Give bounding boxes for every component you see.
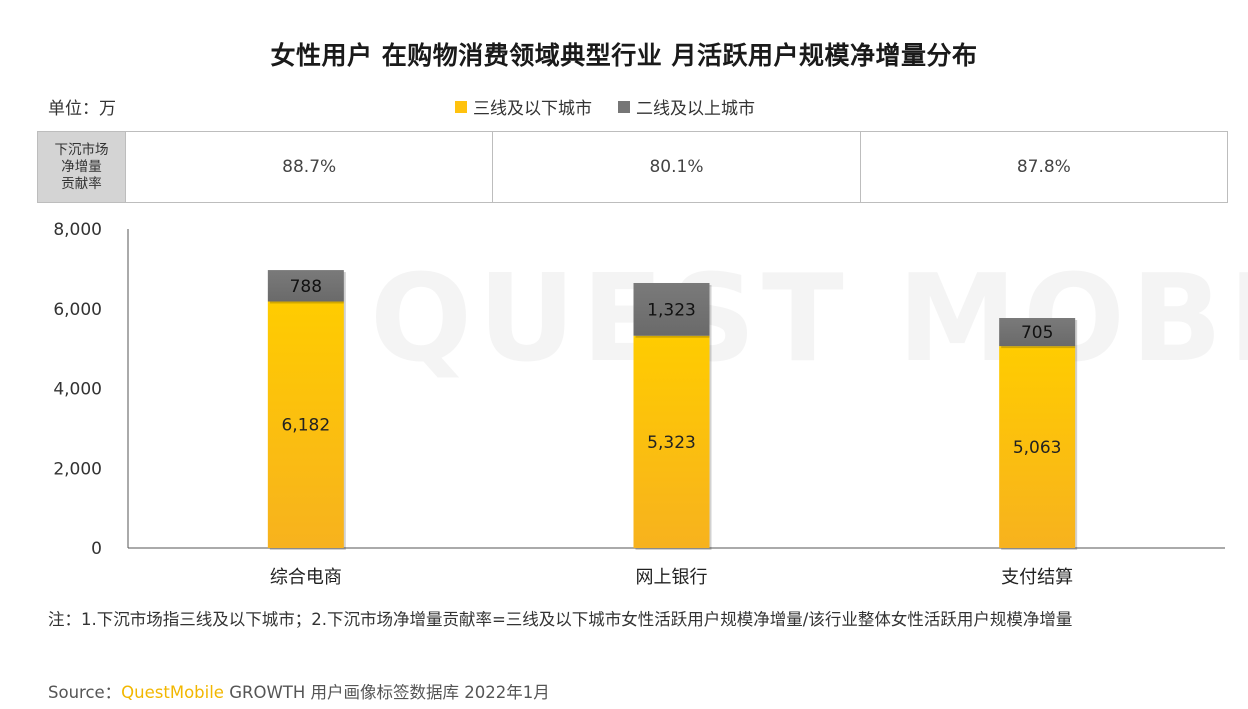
source-line: Source：QuestMobile GROWTH 用户画像标签数据库 2022… [48, 679, 550, 703]
y-tick-label: 8,000 [53, 220, 102, 240]
x-tick-label: 支付结算 [1001, 567, 1073, 588]
ratio-header-line: 净增量 [61, 158, 102, 175]
source-suffix: GROWTH 用户画像标签数据库 2022年1月 [223, 683, 550, 702]
legend-swatch-tier2 [618, 100, 630, 113]
ratio-header-line: 贡献率 [61, 175, 102, 192]
chart-title: 女性用户 在购物消费领域典型行业 月活跃用户规模净增量分布 [270, 41, 978, 70]
ratio-header-line: 下沉市场 [54, 141, 109, 158]
bar-segment-tier3 [267, 301, 344, 548]
unit-label: 单位：万 [48, 99, 116, 119]
bar-value-label: 705 [1021, 323, 1053, 343]
ratio-value-online-banking: 80.1% [492, 131, 861, 203]
y-tick-label: 2,000 [53, 459, 102, 479]
y-tick-label: 6,000 [53, 300, 102, 320]
x-axis: 综合电商 网上银行 支付结算 [128, 547, 1225, 588]
ratio-value-payment: 87.8% [859, 131, 1229, 203]
legend-item-tier2: 二线及以上城市 [618, 94, 755, 119]
y-axis: 0 2,000 4,000 6,000 8,000 [53, 220, 129, 559]
y-tick-label: 0 [91, 539, 102, 559]
bar-segment-tier2 [267, 270, 344, 302]
legend-label-tier3: 三线及以下城市 [473, 99, 592, 119]
contribution-ratio-table: 下沉市场 净增量 贡献率 88.7% 80.1% 87.8% [37, 131, 1229, 203]
bar-value-label: 5,323 [647, 433, 696, 453]
bar-segment-tier2 [999, 318, 1076, 347]
source-prefix: Source： [48, 683, 122, 702]
legend-label-tier2: 二线及以上城市 [636, 99, 755, 119]
bar-segment-tier3 [633, 335, 710, 548]
legend-item-tier3: 三线及以下城市 [455, 94, 592, 119]
footnote: 注：1.下沉市场指三线及以下城市；2.下沉市场净增量贡献率=三线及以下城市女性活… [48, 610, 1073, 629]
bar-value-label: 5,063 [1013, 438, 1062, 458]
bar-value-label: 1,323 [647, 300, 696, 320]
bar-segment-tier3 [999, 346, 1076, 548]
bars: 6,182 788 5,323 1,323 5,063 705 [267, 270, 1078, 550]
y-tick-label: 4,000 [53, 380, 102, 400]
bar-segment-tier2 [633, 282, 710, 336]
x-tick-label: 网上银行 [636, 567, 708, 588]
bar-value-label: 6,182 [281, 416, 330, 436]
contribution-ratio-row: 下沉市场 净增量 贡献率 88.7% 80.1% 87.8% [37, 131, 1229, 203]
bar-chart: 0 2,000 4,000 6,000 8,000 综合电商 网上银行 支付结算 6,182… [53, 220, 1225, 588]
source-brand: QuestMobile [121, 683, 224, 702]
legend: 三线及以下城市 二线及以上城市 [455, 94, 755, 119]
watermark: QUEST MOBILE [370, 250, 1248, 389]
x-tick-label: 综合电商 [270, 567, 342, 588]
legend-swatch-tier3 [455, 100, 467, 113]
ratio-row-header: 下沉市场 净增量 贡献率 [37, 131, 126, 203]
bar-value-label: 788 [290, 277, 322, 297]
ratio-value-ecommerce: 88.7% [124, 131, 494, 203]
